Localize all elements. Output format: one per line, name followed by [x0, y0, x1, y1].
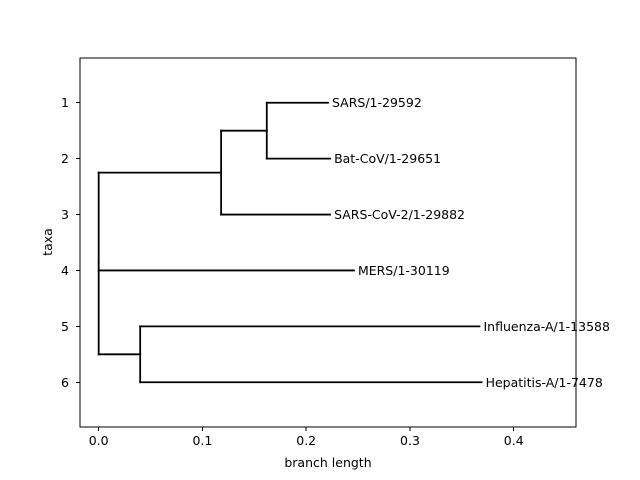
leaf-label: SARS-CoV-2/1-29882 — [334, 207, 465, 222]
y-tick-label: 1 — [61, 95, 69, 110]
leaf-label: Influenza-A/1-13588 — [483, 319, 610, 334]
tree-branches — [97, 101, 483, 384]
leaf-labels: SARS/1-29592 Bat-CoV/1-29651 SARS-CoV-2/1-… — [332, 95, 610, 390]
y-tick-label: 3 — [61, 207, 69, 222]
x-tick-label: 0.4 — [504, 433, 524, 448]
plot-frame — [79, 57, 577, 428]
leaf-label: Bat-CoV/1-29651 — [334, 151, 441, 166]
y-axis-ticks: 1 2 3 4 5 6 — [61, 95, 80, 390]
leaf-label: Hepatitis-A/1-7478 — [486, 375, 603, 390]
x-axis-ticks: 0.0 0.1 0.2 0.3 0.4 — [89, 427, 524, 448]
y-tick-label: 4 — [61, 263, 69, 278]
y-axis-label: taxa — [40, 228, 55, 256]
x-axis-label: branch length — [284, 455, 371, 470]
x-tick-label: 0.3 — [400, 433, 420, 448]
y-tick-label: 2 — [61, 151, 69, 166]
x-tick-label: 0.1 — [192, 433, 212, 448]
y-tick-label: 5 — [61, 319, 69, 334]
y-tick-label: 6 — [61, 375, 69, 390]
x-tick-label: 0.0 — [89, 433, 109, 448]
x-tick-label: 0.2 — [296, 433, 316, 448]
leaf-label: MERS/1-30119 — [358, 263, 450, 278]
leaf-label: SARS/1-29592 — [332, 95, 422, 110]
